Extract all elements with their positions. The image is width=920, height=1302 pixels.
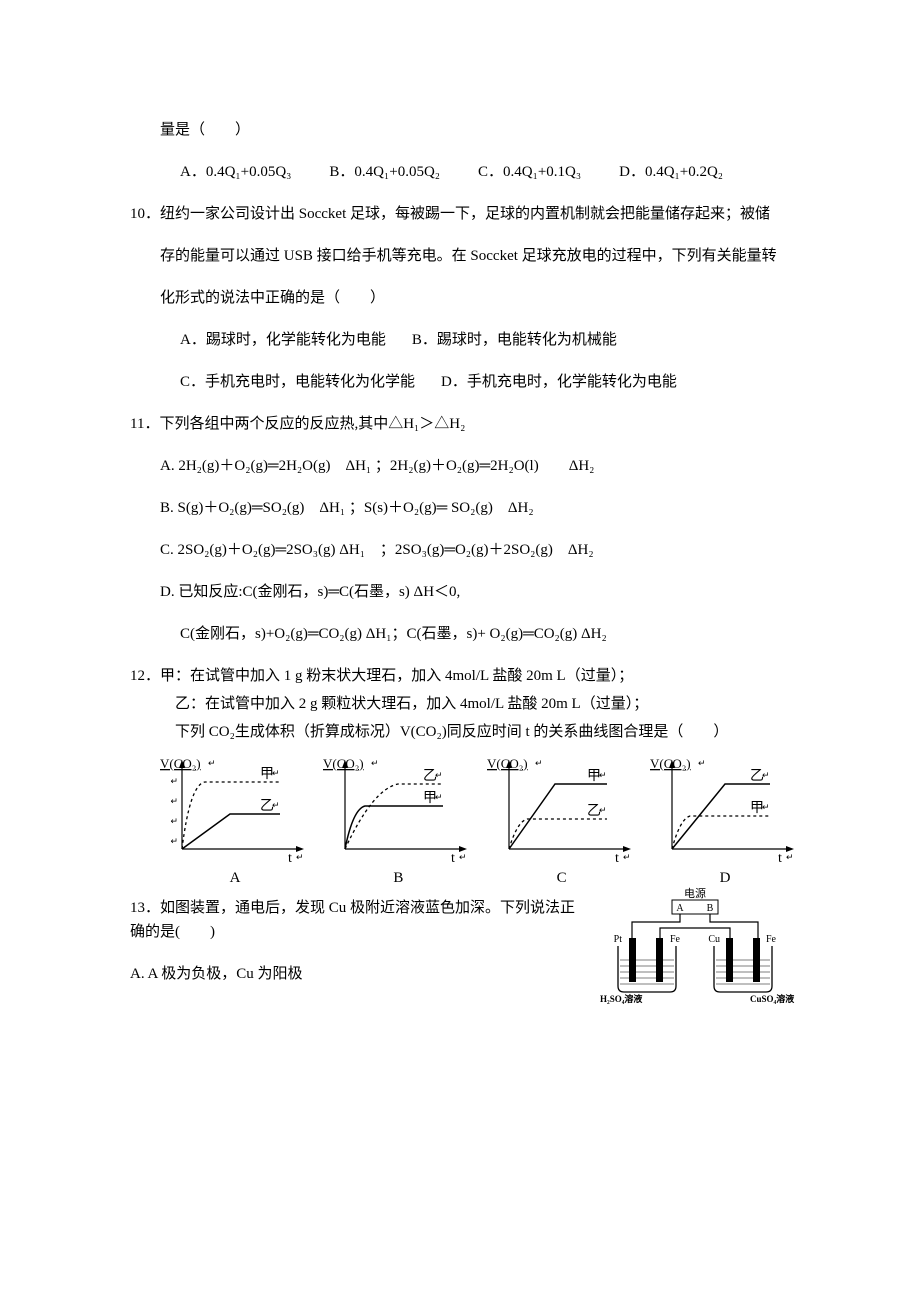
- svg-text:V(CO₂): V(CO₂): [650, 756, 691, 771]
- q13-apparatus: 电源 A B Pt Fe: [590, 886, 800, 1014]
- q9-opt-d: D．0.4Q₁+0.2Q₂: [619, 160, 723, 184]
- q10-opt-a: A．踢球时，化学能转化为电能: [180, 328, 386, 352]
- svg-text:↵: ↵: [170, 796, 178, 806]
- svg-text:B: B: [707, 903, 714, 914]
- chart-a-svg: ↵ ↵ ↵ ↵ V(CO₂) ↵ 甲 ↵ 乙 ↵ t ↵: [160, 754, 310, 864]
- q12-line3: 下列 CO₂生成体积（折算成标况）V(CO₂)同反应时间 t 的关系曲线图合理是…: [130, 720, 800, 744]
- q12-chart-a: ↵ ↵ ↵ ↵ V(CO₂) ↵ 甲 ↵ 乙 ↵ t ↵ A: [160, 754, 310, 890]
- apparatus-svg: 电源 A B Pt Fe: [590, 886, 800, 1006]
- svg-text:t: t: [451, 851, 455, 864]
- q10-opt-d: D．手机充电时，化学能转化为电能: [441, 370, 677, 394]
- svg-text:↵: ↵: [698, 758, 706, 768]
- svg-text:↵: ↵: [208, 758, 216, 768]
- q10-opt-b: B．踢球时，电能转化为机械能: [412, 328, 617, 352]
- svg-text:↵: ↵: [599, 805, 607, 815]
- svg-text:V(CO₂): V(CO₂): [160, 756, 201, 771]
- svg-text:Cu: Cu: [708, 934, 720, 945]
- chart-c-svg: V(CO₂) ↵ 甲 ↵ 乙 ↵ t ↵: [487, 754, 637, 864]
- chart-a-label: A: [230, 866, 241, 890]
- svg-text:CuSO₄溶液: CuSO₄溶液: [750, 993, 795, 1004]
- chart-b-svg: V(CO₂) ↵ 乙 ↵ 甲 ↵ t ↵: [323, 754, 473, 864]
- q12-line2: 乙：在试管中加入 2 g 颗粒状大理石，加入 4mol/L 盐酸 20m L（过…: [130, 692, 800, 716]
- svg-text:V(CO₂): V(CO₂): [487, 756, 528, 771]
- q9-opt-c: C．0.4Q₁+0.1Q₃: [478, 160, 581, 184]
- q11-opt-a: A. 2H₂(g)＋O₂(g)═2H₂O(g) ΔH₁ ；2H₂(g)＋O₂(g…: [130, 454, 800, 478]
- q9-opt-a: A．0.4Q₁+0.05Q₃: [180, 160, 291, 184]
- q10-line3: 化形式的说法中正确的是（ ）: [130, 286, 800, 310]
- q12-charts: ↵ ↵ ↵ ↵ V(CO₂) ↵ 甲 ↵ 乙 ↵ t ↵ A: [160, 754, 800, 890]
- chart-d-svg: V(CO₂) ↵ 乙 ↵ 甲 ↵ t ↵: [650, 754, 800, 864]
- q11-opt-d1: D. 已知反应:C(金刚石，s)═C(石墨，s) ΔH＜0,: [130, 580, 800, 604]
- q10-opt-c: C．手机充电时，电能转化为化学能: [180, 370, 415, 394]
- svg-text:↵: ↵: [272, 768, 280, 778]
- svg-text:↵: ↵: [786, 852, 794, 862]
- q10-options-row2: C．手机充电时，电能转化为化学能 D．手机充电时，化学能转化为电能: [130, 370, 800, 394]
- svg-text:↵: ↵: [762, 802, 770, 812]
- svg-text:t: t: [778, 851, 782, 864]
- svg-text:↵: ↵: [599, 770, 607, 780]
- svg-text:↵: ↵: [435, 770, 443, 780]
- svg-text:H₂SO₄溶液: H₂SO₄溶液: [600, 993, 643, 1004]
- svg-text:↵: ↵: [296, 852, 304, 862]
- svg-text:↵: ↵: [371, 758, 379, 768]
- svg-text:↵: ↵: [170, 836, 178, 846]
- svg-text:Fe: Fe: [670, 934, 681, 945]
- q9-options: A．0.4Q₁+0.05Q₃ B．0.4Q₁+0.05Q₂ C．0.4Q₁+0.…: [130, 160, 800, 184]
- q11-opt-c: C. 2SO₂(g)＋O₂(g)═2SO₃(g) ΔH₁ ；2SO₃(g)═O₂…: [130, 538, 800, 562]
- svg-text:A: A: [676, 903, 684, 914]
- svg-text:Fe: Fe: [766, 934, 777, 945]
- svg-text:↵: ↵: [459, 852, 467, 862]
- q12-chart-c: V(CO₂) ↵ 甲 ↵ 乙 ↵ t ↵ C: [487, 754, 637, 890]
- svg-text:↵: ↵: [535, 758, 543, 768]
- svg-text:↵: ↵: [272, 800, 280, 810]
- svg-text:↵: ↵: [435, 792, 443, 802]
- q9-opt-b: B．0.4Q₁+0.05Q₂: [329, 160, 440, 184]
- svg-text:t: t: [615, 851, 619, 864]
- q12-line1: 12．甲：在试管中加入 1 g 粉末状大理石，加入 4mol/L 盐酸 20m …: [130, 664, 800, 688]
- q12-chart-d: V(CO₂) ↵ 乙 ↵ 甲 ↵ t ↵ D: [650, 754, 800, 890]
- q10-line1: 10．纽约一家公司设计出 Soccket 足球，每被踢一下，足球的内置机制就会把…: [130, 202, 800, 226]
- svg-text:V(CO₂): V(CO₂): [323, 756, 364, 771]
- q11-opt-d2: C(金刚石，s)+O₂(g)═CO₂(g) ΔH₁；C(石墨，s)+ O₂(g)…: [130, 622, 800, 646]
- chart-c-label: C: [557, 866, 567, 890]
- svg-text:Pt: Pt: [614, 934, 623, 945]
- q10-line2: 存的能量可以通过 USB 接口给手机等充电。在 Soccket 足球充放电的过程…: [130, 244, 800, 268]
- q11-opt-b: B. S(g)＋O₂(g)═SO₂(g) ΔH₁ ；S(s)＋O₂(g)═ SO…: [130, 496, 800, 520]
- q11-stem: 11．下列各组中两个反应的反应热,其中△H₁＞△H₂: [130, 412, 800, 436]
- svg-text:t: t: [288, 851, 292, 864]
- q10-options-row1: A．踢球时，化学能转化为电能 B．踢球时，电能转化为机械能: [130, 328, 800, 352]
- q12-chart-b: V(CO₂) ↵ 乙 ↵ 甲 ↵ t ↵ B: [323, 754, 473, 890]
- q9-stem-tail: 量是（ ）: [130, 118, 800, 142]
- svg-text:↵: ↵: [170, 816, 178, 826]
- svg-text:↵: ↵: [623, 852, 631, 862]
- svg-text:↵: ↵: [762, 770, 770, 780]
- svg-text:电源: 电源: [684, 886, 706, 900]
- svg-text:↵: ↵: [170, 776, 178, 786]
- chart-b-label: B: [393, 866, 403, 890]
